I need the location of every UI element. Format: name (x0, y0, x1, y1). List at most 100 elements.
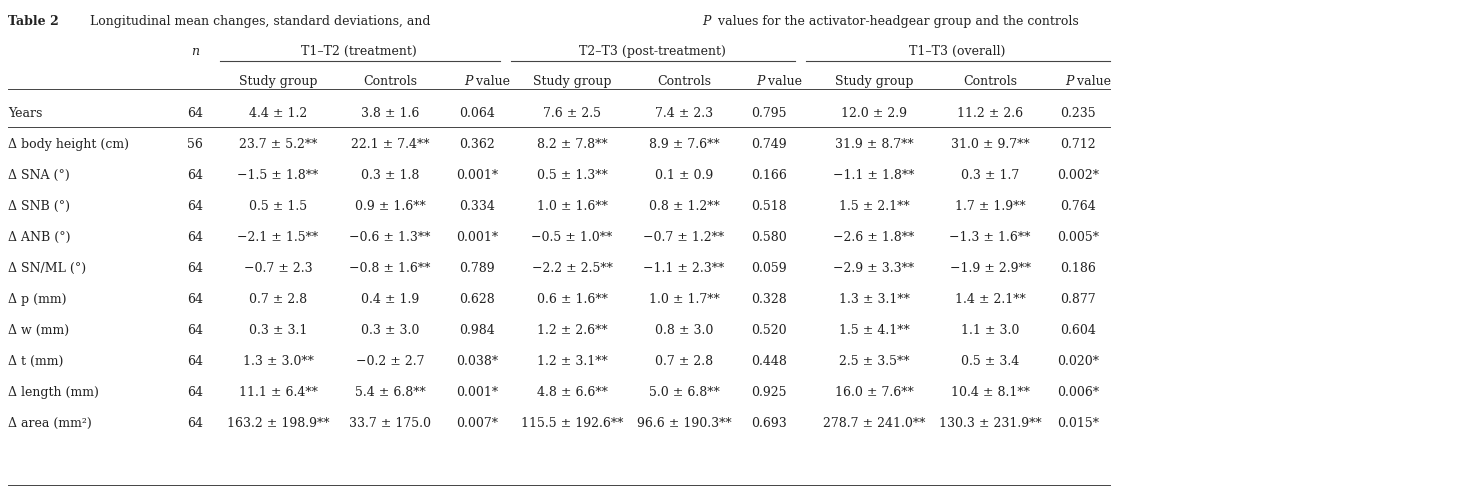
Text: 0.005*: 0.005* (1058, 231, 1099, 244)
Text: 0.925: 0.925 (751, 386, 787, 399)
Text: 0.166: 0.166 (751, 169, 787, 182)
Text: −1.1 ± 2.3**: −1.1 ± 2.3** (644, 262, 725, 275)
Text: 0.5 ± 1.5: 0.5 ± 1.5 (249, 200, 306, 213)
Text: Δ body height (cm): Δ body height (cm) (7, 138, 130, 151)
Text: 0.186: 0.186 (1061, 262, 1096, 275)
Text: Table 2: Table 2 (7, 15, 59, 28)
Text: value: value (471, 75, 510, 88)
Text: 64: 64 (187, 293, 203, 306)
Text: 1.7 ± 1.9**: 1.7 ± 1.9** (955, 200, 1025, 213)
Text: 1.2 ± 3.1**: 1.2 ± 3.1** (536, 355, 607, 368)
Text: Δ SNA (°): Δ SNA (°) (7, 169, 69, 182)
Text: 0.6 ± 1.6**: 0.6 ± 1.6** (536, 293, 607, 306)
Text: 1.2 ± 2.6**: 1.2 ± 2.6** (536, 324, 607, 337)
Text: 0.749: 0.749 (751, 138, 787, 151)
Text: 12.0 ± 2.9: 12.0 ± 2.9 (841, 107, 907, 120)
Text: T1–T3 (overall): T1–T3 (overall) (909, 45, 1005, 58)
Text: Controls: Controls (963, 75, 1016, 88)
Text: Years: Years (7, 107, 43, 120)
Text: 0.628: 0.628 (460, 293, 495, 306)
Text: Controls: Controls (657, 75, 711, 88)
Text: 0.059: 0.059 (751, 262, 787, 275)
Text: 0.3 ± 3.1: 0.3 ± 3.1 (249, 324, 308, 337)
Text: 5.0 ± 6.8**: 5.0 ± 6.8** (648, 386, 719, 399)
Text: 0.8 ± 1.2**: 0.8 ± 1.2** (648, 200, 719, 213)
Text: −0.7 ± 1.2**: −0.7 ± 1.2** (644, 231, 725, 244)
Text: 7.6 ± 2.5: 7.6 ± 2.5 (544, 107, 601, 120)
Text: 56: 56 (187, 138, 203, 151)
Text: −2.9 ± 3.3**: −2.9 ± 3.3** (834, 262, 915, 275)
Text: 64: 64 (187, 169, 203, 182)
Text: 0.9 ± 1.6**: 0.9 ± 1.6** (355, 200, 426, 213)
Text: Δ length (mm): Δ length (mm) (7, 386, 99, 399)
Text: −1.1 ± 1.8**: −1.1 ± 1.8** (834, 169, 915, 182)
Text: 11.2 ± 2.6: 11.2 ± 2.6 (957, 107, 1024, 120)
Text: Study group: Study group (239, 75, 317, 88)
Text: 8.2 ± 7.8**: 8.2 ± 7.8** (536, 138, 607, 151)
Text: value: value (764, 75, 801, 88)
Text: 0.5 ± 1.3**: 0.5 ± 1.3** (536, 169, 607, 182)
Text: 0.604: 0.604 (1061, 324, 1096, 337)
Text: 64: 64 (187, 324, 203, 337)
Text: 4.4 ± 1.2: 4.4 ± 1.2 (249, 107, 308, 120)
Text: −2.1 ± 1.5**: −2.1 ± 1.5** (237, 231, 318, 244)
Text: 0.038*: 0.038* (457, 355, 498, 368)
Text: 130.3 ± 231.9**: 130.3 ± 231.9** (938, 417, 1041, 430)
Text: Δ area (mm²): Δ area (mm²) (7, 417, 91, 430)
Text: −1.3 ± 1.6**: −1.3 ± 1.6** (949, 231, 1031, 244)
Text: −2.2 ± 2.5**: −2.2 ± 2.5** (532, 262, 613, 275)
Text: 0.580: 0.580 (751, 231, 787, 244)
Text: 22.1 ± 7.4**: 22.1 ± 7.4** (351, 138, 429, 151)
Text: 64: 64 (187, 417, 203, 430)
Text: 115.5 ± 192.6**: 115.5 ± 192.6** (521, 417, 623, 430)
Text: 0.518: 0.518 (751, 200, 787, 213)
Text: 0.3 ± 3.0: 0.3 ± 3.0 (361, 324, 420, 337)
Text: −0.2 ± 2.7: −0.2 ± 2.7 (356, 355, 424, 368)
Text: P: P (756, 75, 764, 88)
Text: −1.5 ± 1.8**: −1.5 ± 1.8** (237, 169, 318, 182)
Text: Δ ANB (°): Δ ANB (°) (7, 231, 71, 244)
Text: 0.064: 0.064 (460, 107, 495, 120)
Text: 0.006*: 0.006* (1058, 386, 1099, 399)
Text: 11.1 ± 6.4**: 11.1 ± 6.4** (239, 386, 318, 399)
Text: 64: 64 (187, 107, 203, 120)
Text: Controls: Controls (362, 75, 417, 88)
Text: 1.4 ± 2.1**: 1.4 ± 2.1** (955, 293, 1025, 306)
Text: 0.693: 0.693 (751, 417, 787, 430)
Text: −0.8 ± 1.6**: −0.8 ± 1.6** (349, 262, 430, 275)
Text: 31.0 ± 9.7**: 31.0 ± 9.7** (950, 138, 1030, 151)
Text: Δ SNB (°): Δ SNB (°) (7, 200, 71, 213)
Text: 0.235: 0.235 (1061, 107, 1096, 120)
Text: Δ t (mm): Δ t (mm) (7, 355, 63, 368)
Text: 1.0 ± 1.7**: 1.0 ± 1.7** (648, 293, 719, 306)
Text: 64: 64 (187, 355, 203, 368)
Text: Δ w (mm): Δ w (mm) (7, 324, 69, 337)
Text: 7.4 ± 2.3: 7.4 ± 2.3 (655, 107, 713, 120)
Text: 1.5 ± 4.1**: 1.5 ± 4.1** (838, 324, 909, 337)
Text: P: P (1065, 75, 1074, 88)
Text: 4.8 ± 6.6**: 4.8 ± 6.6** (536, 386, 607, 399)
Text: 0.8 ± 3.0: 0.8 ± 3.0 (655, 324, 713, 337)
Text: 0.984: 0.984 (460, 324, 495, 337)
Text: 163.2 ± 198.9**: 163.2 ± 198.9** (227, 417, 330, 430)
Text: 0.1 ± 0.9: 0.1 ± 0.9 (655, 169, 713, 182)
Text: −0.5 ± 1.0**: −0.5 ± 1.0** (532, 231, 613, 244)
Text: T2–T3 (post-treatment): T2–T3 (post-treatment) (579, 45, 725, 58)
Text: 0.001*: 0.001* (457, 386, 498, 399)
Text: 0.4 ± 1.9: 0.4 ± 1.9 (361, 293, 420, 306)
Text: 33.7 ± 175.0: 33.7 ± 175.0 (349, 417, 432, 430)
Text: −1.9 ± 2.9**: −1.9 ± 2.9** (950, 262, 1031, 275)
Text: 10.4 ± 8.1**: 10.4 ± 8.1** (950, 386, 1030, 399)
Text: P: P (703, 15, 710, 28)
Text: 96.6 ± 190.3**: 96.6 ± 190.3** (636, 417, 731, 430)
Text: 0.7 ± 2.8: 0.7 ± 2.8 (655, 355, 713, 368)
Text: 0.7 ± 2.8: 0.7 ± 2.8 (249, 293, 306, 306)
Text: 64: 64 (187, 200, 203, 213)
Text: 64: 64 (187, 231, 203, 244)
Text: 0.334: 0.334 (460, 200, 495, 213)
Text: 0.020*: 0.020* (1058, 355, 1099, 368)
Text: 0.712: 0.712 (1061, 138, 1096, 151)
Text: 0.5 ± 3.4: 0.5 ± 3.4 (960, 355, 1019, 368)
Text: 0.001*: 0.001* (457, 169, 498, 182)
Text: 0.002*: 0.002* (1058, 169, 1099, 182)
